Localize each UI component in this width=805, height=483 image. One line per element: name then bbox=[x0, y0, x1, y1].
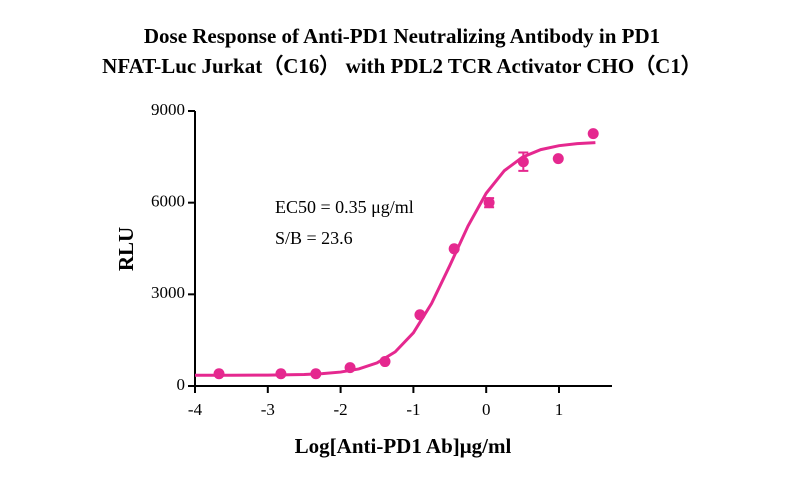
data-point bbox=[344, 362, 356, 374]
y-tick-label: 0 bbox=[177, 375, 186, 394]
chart-title: Dose Response of Anti-PD1 Neutralizing A… bbox=[144, 24, 660, 48]
data-point bbox=[448, 243, 460, 255]
data-point bbox=[275, 368, 287, 380]
x-axis-title: Log[Anti-PD1 Ab]μg/ml bbox=[295, 434, 512, 458]
data-point bbox=[213, 368, 225, 380]
y-tick-label: 6000 bbox=[151, 192, 185, 211]
y-tick-label: 9000 bbox=[151, 100, 185, 119]
data-point bbox=[587, 128, 599, 140]
chart-subtitle: NFAT-Luc Jurkat（C16） with PDL2 TCR Activ… bbox=[102, 54, 702, 78]
x-tick-label: 1 bbox=[555, 400, 564, 419]
x-tick-label: -1 bbox=[406, 400, 420, 419]
fit-curve bbox=[194, 141, 596, 377]
annotation: S/B = 23.6 bbox=[275, 228, 353, 248]
data-point bbox=[552, 153, 564, 165]
data-point bbox=[414, 309, 426, 321]
annotation: EC50 = 0.35 μg/ml bbox=[275, 197, 414, 217]
x-tick-label: -2 bbox=[334, 400, 348, 419]
data-point bbox=[310, 368, 322, 380]
x-tick-label: -4 bbox=[188, 400, 203, 419]
x-tick-label: -3 bbox=[261, 400, 275, 419]
data-point bbox=[483, 197, 495, 209]
x-tick-label: 0 bbox=[482, 400, 491, 419]
y-tick-label: 3000 bbox=[151, 283, 185, 302]
y-axis-title: RLU bbox=[114, 227, 138, 271]
data-point bbox=[379, 356, 391, 368]
data-point bbox=[517, 156, 529, 168]
